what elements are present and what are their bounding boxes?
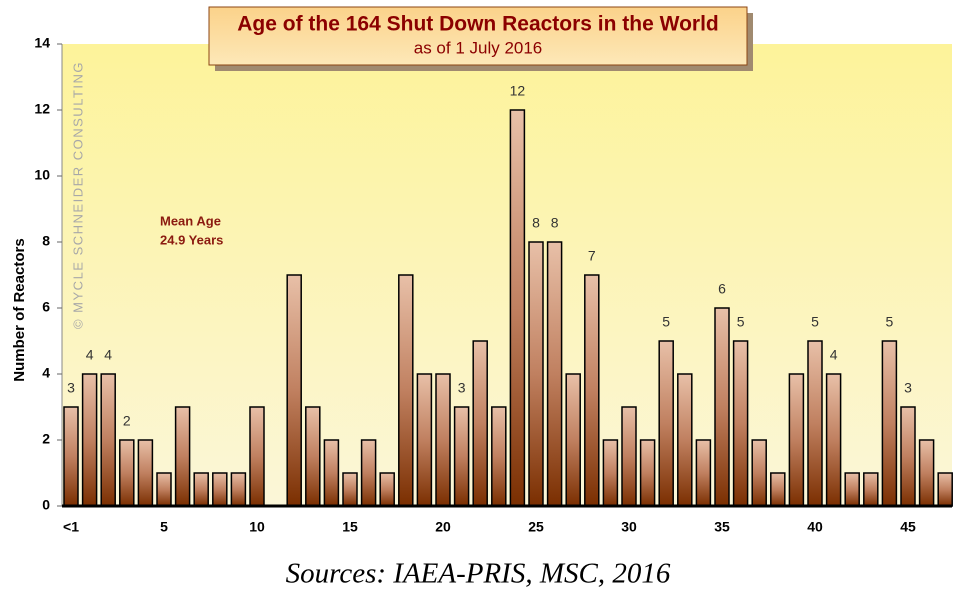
source: Sources: IAEA-PRIS, MSC, 2016 bbox=[286, 558, 671, 590]
y-tick-label: 10 bbox=[34, 167, 50, 183]
bar bbox=[137, 439, 154, 507]
title-box bbox=[208, 6, 748, 66]
value-label: 5 bbox=[811, 314, 819, 330]
x-tick-label: 40 bbox=[807, 519, 823, 535]
value-label: 5 bbox=[662, 314, 670, 330]
bar bbox=[230, 472, 247, 507]
value-label: 6 bbox=[718, 281, 726, 297]
value-label: 12 bbox=[510, 83, 526, 99]
bar bbox=[900, 406, 916, 507]
x-tick-label: 10 bbox=[249, 519, 265, 535]
bar bbox=[453, 406, 470, 507]
bar bbox=[435, 373, 451, 507]
bar bbox=[360, 439, 377, 507]
bar bbox=[863, 472, 879, 507]
annotation: Mean Age bbox=[160, 213, 221, 228]
value-label: 3 bbox=[67, 380, 75, 396]
bar bbox=[584, 274, 600, 507]
bar bbox=[156, 472, 172, 507]
bar bbox=[825, 373, 842, 507]
bar bbox=[565, 373, 581, 507]
y-tick-label: 2 bbox=[42, 431, 50, 447]
bar bbox=[918, 439, 935, 507]
bar bbox=[342, 472, 358, 507]
bar bbox=[546, 241, 563, 507]
bar bbox=[844, 472, 860, 507]
watermark: © MYCLE SCHNEIDER CONSULTING bbox=[70, 61, 85, 329]
y-tick-label: 14 bbox=[34, 35, 50, 51]
value-label: 8 bbox=[532, 215, 540, 231]
bar bbox=[937, 472, 953, 507]
value-label: 5 bbox=[737, 314, 745, 330]
bar bbox=[881, 340, 898, 507]
x-tick-label: 20 bbox=[435, 519, 451, 535]
chart-subtitle: as of 1 July 2016 bbox=[414, 38, 543, 57]
bar bbox=[212, 472, 228, 507]
bar bbox=[639, 439, 656, 507]
bar bbox=[807, 340, 823, 507]
value-label: 2 bbox=[123, 413, 131, 429]
bar bbox=[751, 439, 767, 507]
bar bbox=[732, 340, 749, 507]
bar bbox=[602, 439, 619, 507]
y-axis-label: Number of Reactors bbox=[11, 238, 28, 381]
bar bbox=[621, 406, 637, 507]
bar bbox=[119, 439, 135, 507]
value-label: 3 bbox=[458, 380, 466, 396]
bar bbox=[100, 373, 116, 507]
x-tick-label: <1 bbox=[63, 519, 79, 535]
bar bbox=[323, 439, 340, 507]
x-tick-label: 25 bbox=[528, 519, 544, 535]
bar bbox=[788, 373, 805, 507]
y-tick-label: 4 bbox=[42, 365, 50, 381]
y-tick-label: 8 bbox=[42, 233, 50, 249]
value-label: 4 bbox=[86, 347, 94, 363]
bar bbox=[677, 373, 693, 507]
bar bbox=[416, 373, 433, 507]
bar bbox=[695, 439, 712, 507]
x-tick-label: 30 bbox=[621, 519, 637, 535]
bar bbox=[398, 274, 414, 507]
value-label: 3 bbox=[904, 380, 912, 396]
bar bbox=[658, 340, 674, 507]
bar bbox=[379, 472, 395, 507]
x-tick-label: 45 bbox=[900, 519, 916, 535]
bar bbox=[286, 274, 302, 507]
bar bbox=[528, 241, 544, 507]
bar bbox=[63, 406, 79, 507]
bar bbox=[305, 406, 321, 507]
y-tick-label: 0 bbox=[42, 497, 50, 513]
y-tick-label: 6 bbox=[42, 299, 50, 315]
bar bbox=[491, 406, 507, 507]
x-tick-label: 5 bbox=[160, 519, 168, 535]
bar bbox=[249, 406, 265, 507]
value-label: 8 bbox=[551, 215, 559, 231]
chart-title: Age of the 164 Shut Down Reactors in the… bbox=[237, 13, 719, 36]
x-tick-label: 15 bbox=[342, 519, 358, 535]
bar bbox=[472, 340, 488, 507]
bar bbox=[81, 373, 98, 507]
bar bbox=[193, 472, 209, 507]
x-tick-label: 35 bbox=[714, 519, 730, 535]
bar bbox=[770, 472, 786, 507]
value-label: 4 bbox=[830, 347, 838, 363]
value-label: 4 bbox=[104, 347, 112, 363]
y-tick-label: 12 bbox=[34, 101, 50, 117]
bar bbox=[714, 307, 730, 507]
bar bbox=[174, 406, 191, 507]
value-label: 5 bbox=[886, 314, 894, 330]
annotation: 24.9 Years bbox=[160, 232, 223, 247]
bar bbox=[509, 109, 526, 507]
value-label: 7 bbox=[588, 248, 596, 264]
